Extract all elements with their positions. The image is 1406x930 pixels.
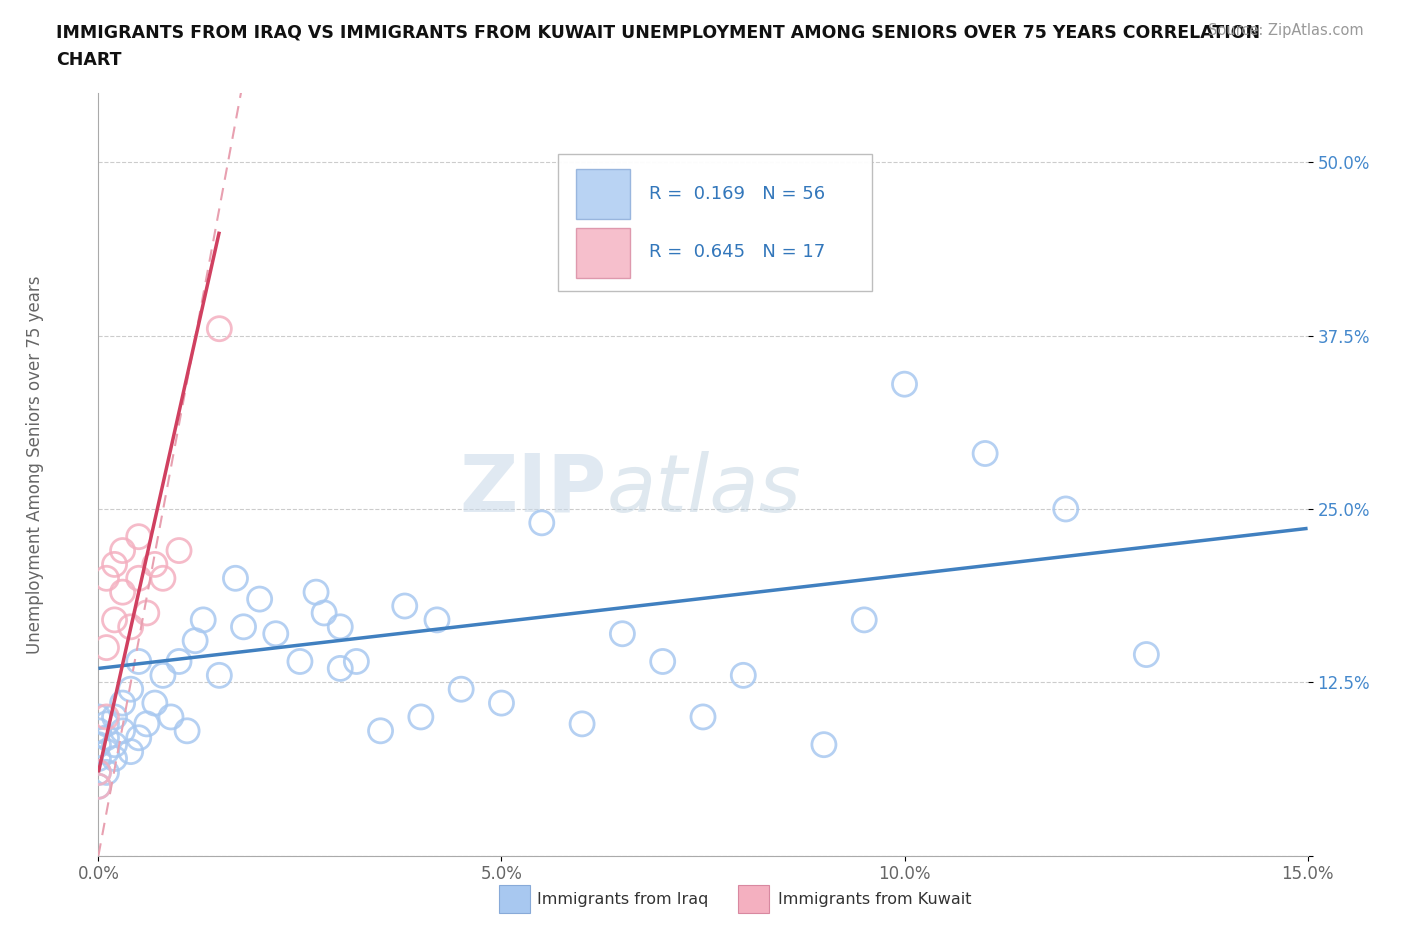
- Point: [87, 724, 110, 738]
- Point: [152, 571, 174, 586]
- Text: Immigrants from Iraq: Immigrants from Iraq: [537, 892, 709, 907]
- Point: [143, 557, 166, 572]
- Point: [224, 571, 246, 586]
- Point: [426, 613, 449, 628]
- Point: [111, 724, 134, 738]
- Point: [409, 710, 432, 724]
- Point: [288, 654, 311, 669]
- Point: [103, 710, 125, 724]
- Point: [571, 716, 593, 731]
- Point: [103, 737, 125, 752]
- Point: [103, 613, 125, 628]
- Point: [103, 751, 125, 766]
- Point: [893, 377, 915, 392]
- Point: [733, 668, 755, 683]
- Point: [128, 529, 150, 544]
- Point: [450, 682, 472, 697]
- Text: Immigrants from Kuwait: Immigrants from Kuwait: [778, 892, 972, 907]
- Point: [167, 654, 190, 669]
- Point: [394, 599, 416, 614]
- Point: [305, 585, 328, 600]
- Text: R =  0.645   N = 17: R = 0.645 N = 17: [648, 243, 825, 260]
- FancyBboxPatch shape: [576, 228, 630, 277]
- Point: [208, 321, 231, 336]
- Point: [87, 778, 110, 793]
- Point: [329, 619, 352, 634]
- Point: [370, 724, 392, 738]
- Point: [264, 626, 287, 641]
- Point: [87, 765, 110, 780]
- Point: [87, 737, 110, 752]
- Point: [96, 640, 118, 655]
- Text: atlas: atlas: [606, 450, 801, 528]
- Point: [111, 585, 134, 600]
- Point: [96, 744, 118, 759]
- Point: [232, 619, 254, 634]
- Point: [1135, 647, 1157, 662]
- Point: [344, 654, 367, 669]
- Point: [491, 696, 513, 711]
- Text: CHART: CHART: [56, 51, 122, 69]
- Text: ZIP: ZIP: [458, 450, 606, 528]
- Point: [96, 765, 118, 780]
- Point: [193, 613, 215, 628]
- Point: [329, 661, 352, 676]
- Point: [651, 654, 673, 669]
- Point: [1054, 501, 1077, 516]
- Point: [314, 605, 336, 620]
- FancyBboxPatch shape: [576, 169, 630, 219]
- Point: [120, 744, 142, 759]
- Point: [96, 710, 118, 724]
- Point: [813, 737, 835, 752]
- Point: [160, 710, 183, 724]
- Point: [87, 778, 110, 793]
- FancyBboxPatch shape: [558, 154, 872, 291]
- Text: R =  0.169   N = 56: R = 0.169 N = 56: [648, 185, 825, 203]
- Text: Source: ZipAtlas.com: Source: ZipAtlas.com: [1208, 23, 1364, 38]
- Point: [176, 724, 198, 738]
- Point: [87, 765, 110, 780]
- Point: [692, 710, 714, 724]
- Point: [111, 696, 134, 711]
- Point: [128, 654, 150, 669]
- Point: [184, 633, 207, 648]
- Point: [143, 696, 166, 711]
- Point: [249, 591, 271, 606]
- Point: [135, 716, 157, 731]
- Point: [120, 619, 142, 634]
- Text: IMMIGRANTS FROM IRAQ VS IMMIGRANTS FROM KUWAIT UNEMPLOYMENT AMONG SENIORS OVER 7: IMMIGRANTS FROM IRAQ VS IMMIGRANTS FROM …: [56, 23, 1260, 41]
- Point: [128, 571, 150, 586]
- Point: [103, 557, 125, 572]
- Point: [128, 730, 150, 745]
- Text: Unemployment Among Seniors over 75 years: Unemployment Among Seniors over 75 years: [27, 276, 44, 654]
- Point: [87, 751, 110, 766]
- Point: [974, 446, 997, 461]
- Point: [612, 626, 634, 641]
- Point: [96, 571, 118, 586]
- Point: [152, 668, 174, 683]
- Point: [111, 543, 134, 558]
- Point: [853, 613, 876, 628]
- Point: [530, 515, 553, 530]
- Point: [87, 710, 110, 724]
- Point: [96, 716, 118, 731]
- Point: [167, 543, 190, 558]
- Point: [96, 730, 118, 745]
- Point: [208, 668, 231, 683]
- Point: [120, 682, 142, 697]
- Point: [135, 605, 157, 620]
